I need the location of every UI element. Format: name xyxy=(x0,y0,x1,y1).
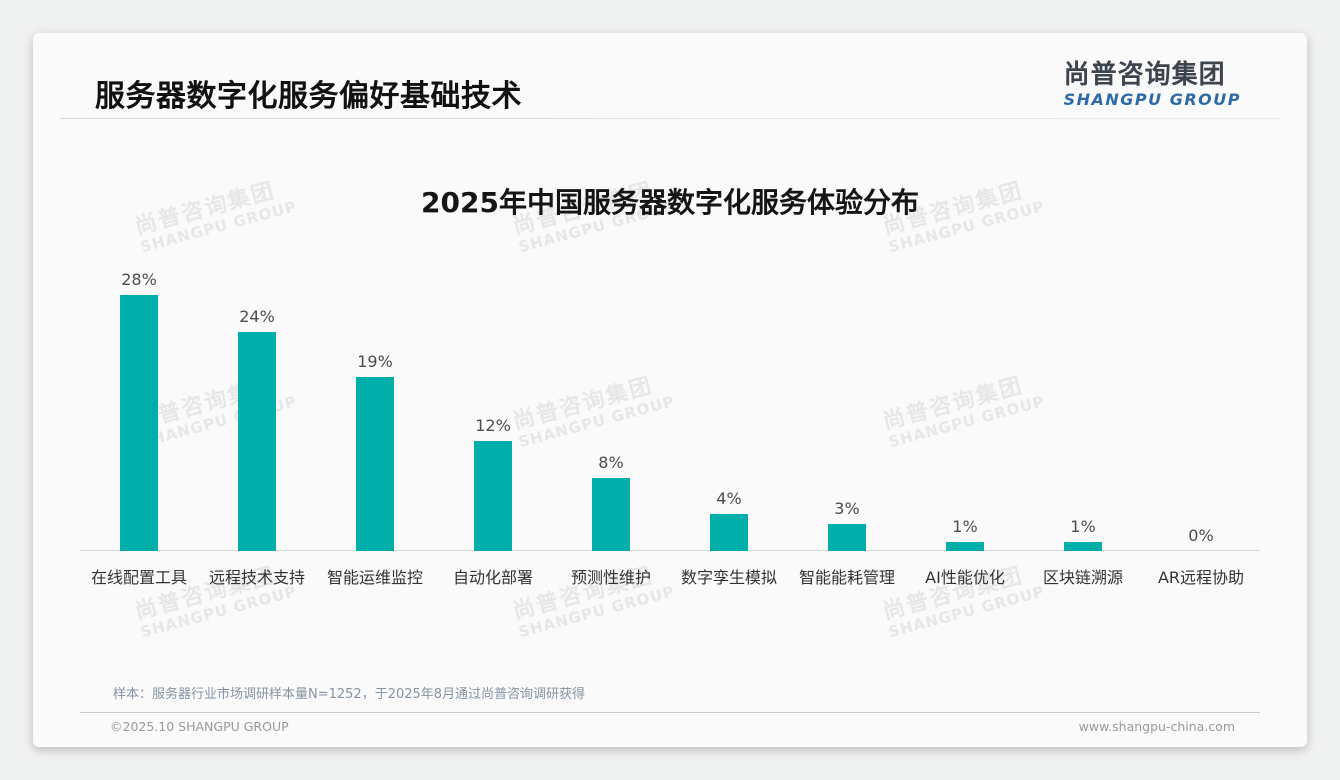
bar xyxy=(946,542,984,551)
brand-watermark-en: SHANGPU GROUP xyxy=(138,582,299,642)
bar-column: 28% xyxy=(80,270,198,551)
bar-column: 1% xyxy=(906,270,1024,551)
bar xyxy=(710,514,748,551)
bar-column: 0% xyxy=(1142,270,1260,551)
bar-value-label: 1% xyxy=(952,517,978,537)
bar-value-label: 19% xyxy=(357,352,393,372)
bar-column: 3% xyxy=(788,270,906,551)
footer-divider xyxy=(80,712,1260,713)
bar xyxy=(238,332,276,551)
slide-card: 尚普咨询集团 SHANGPU GROUP 尚普咨询集团 SHANGPU GROUP 尚普… xyxy=(33,33,1307,747)
bar-column: 1% xyxy=(1024,270,1142,551)
bar xyxy=(1064,542,1102,551)
bar-chart: 28% 24% 19% 12% 8% 4% 3% 1% 1% 0% 在线配置工具 远程技术支持 智能运… xyxy=(80,270,1260,588)
brand-watermark-en: SHANGPU GROUP xyxy=(886,582,1047,642)
brand-logo-en: SHANGPU GROUP xyxy=(1063,89,1241,109)
brand-logo: 尚普咨询集团 SHANGPU GROUP xyxy=(1064,61,1241,109)
copyright-text: ©2025.10 SHANGPU GROUP xyxy=(110,719,289,734)
chart-title: 2025年中国服务器数字化服务体验分布 xyxy=(421,186,919,219)
bar xyxy=(120,295,158,551)
brand-watermark-en: SHANGPU GROUP xyxy=(516,582,677,642)
sample-footnote: 样本：服务器行业市场调研样本量N=1252，于2025年8月通过尚普咨询调研获得 xyxy=(113,687,586,702)
footer: ©2025.10 SHANGPU GROUP www.shangpu-china… xyxy=(110,719,1235,734)
x-axis-line xyxy=(80,550,1260,551)
bar-value-label: 8% xyxy=(598,453,624,473)
bar-value-label: 4% xyxy=(716,489,742,509)
bar-value-label: 3% xyxy=(834,499,860,519)
bar xyxy=(356,377,394,551)
bar xyxy=(474,441,512,551)
bar-column: 19% xyxy=(316,270,434,551)
bar-value-label: 1% xyxy=(1070,517,1096,537)
website-url: www.shangpu-china.com xyxy=(1078,719,1235,734)
bar xyxy=(828,524,866,551)
x-axis-category-label: AI性能优化 xyxy=(925,568,1005,587)
x-axis-category-label: 数字孪生模拟 xyxy=(680,568,777,587)
bar-column: 24% xyxy=(198,270,316,551)
x-axis-category-label: 智能能耗管理 xyxy=(798,568,895,587)
header-divider xyxy=(60,118,1280,119)
bar-value-label: 12% xyxy=(475,416,511,436)
x-axis-category-label: 自动化部署 xyxy=(452,568,533,587)
bar-value-label: 24% xyxy=(239,307,275,327)
brand-logo-cn: 尚普咨询集团 xyxy=(1063,60,1226,90)
page-title: 服务器数字化服务偏好基础技术 xyxy=(95,79,522,114)
bar-value-label: 0% xyxy=(1188,526,1214,546)
x-axis-category-label: 远程技术支持 xyxy=(208,568,305,587)
bars-area: 28% 24% 19% 12% 8% 4% 3% 1% 1% 0% xyxy=(80,270,1260,551)
bar-value-label: 28% xyxy=(121,270,157,290)
x-axis-category-label: 智能运维监控 xyxy=(326,568,423,587)
x-axis-category-label: 区块链溯源 xyxy=(1042,568,1123,587)
x-axis-category-label: 在线配置工具 xyxy=(90,568,187,587)
bar xyxy=(592,478,630,551)
x-axis-labels: 在线配置工具 远程技术支持 智能运维监控 自动化部署 预测性维护 数字孪生模拟 智能能耗管理… xyxy=(80,564,1260,588)
x-axis-category-label: 预测性维护 xyxy=(570,568,651,587)
x-axis-category-label: AR远程协助 xyxy=(1157,568,1245,587)
bar-column: 12% xyxy=(434,270,552,551)
bar-column: 4% xyxy=(670,270,788,551)
bar-column: 8% xyxy=(552,270,670,551)
